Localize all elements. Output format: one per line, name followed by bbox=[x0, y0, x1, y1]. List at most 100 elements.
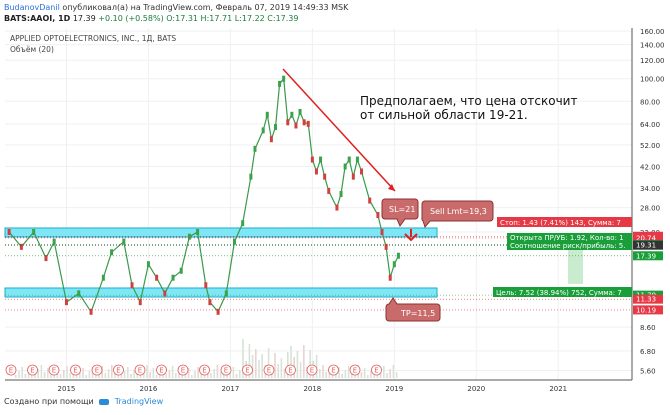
volume-bar bbox=[43, 372, 46, 378]
volume-bar bbox=[139, 373, 142, 378]
candle bbox=[224, 290, 228, 297]
candle bbox=[171, 274, 175, 281]
volume-bar bbox=[255, 349, 257, 378]
candle bbox=[339, 191, 343, 198]
volume-bar bbox=[130, 374, 132, 378]
earnings-marker: E bbox=[371, 364, 382, 376]
volume-bar bbox=[107, 369, 110, 378]
volume-bar bbox=[21, 367, 23, 378]
earnings-marker: E bbox=[156, 364, 167, 376]
chart-title: APPLIED OPTOELECTRONICS, INC., 1Д, BATS bbox=[10, 34, 176, 43]
volume-bar bbox=[392, 365, 395, 378]
candle bbox=[130, 282, 134, 289]
volume-bar bbox=[386, 373, 388, 378]
volume-bar bbox=[360, 372, 363, 378]
tradingview-link[interactable]: TradingView bbox=[114, 397, 164, 406]
volume-bar bbox=[152, 368, 155, 378]
candle bbox=[294, 122, 298, 129]
sl-callout[interactable]: SL=21 bbox=[381, 198, 419, 228]
volume-bar bbox=[171, 366, 174, 378]
volume-bar bbox=[191, 375, 193, 378]
volume-bar bbox=[88, 371, 91, 378]
price-tag: 20.74 bbox=[633, 233, 663, 243]
candle bbox=[310, 156, 314, 163]
sell-callout[interactable]: Sell Lmt=19,3 bbox=[421, 200, 494, 229]
price-tag-label: 19.31 bbox=[636, 242, 656, 250]
candle bbox=[232, 238, 236, 245]
trend-arrow[interactable] bbox=[282, 68, 396, 192]
candle bbox=[278, 80, 282, 87]
volume-bar bbox=[344, 370, 347, 378]
volume-bar bbox=[290, 346, 292, 378]
resistance-zone[interactable] bbox=[4, 227, 438, 238]
volume-bar bbox=[37, 369, 39, 378]
tp-callout[interactable]: TP=11,5 bbox=[385, 297, 441, 322]
volume-bar bbox=[18, 371, 20, 378]
y-tick-label: 8.60 bbox=[640, 324, 656, 332]
x-tick-label: 2017 bbox=[221, 385, 239, 393]
candle bbox=[253, 145, 257, 152]
candle bbox=[163, 290, 167, 297]
footer-text: Создано при помощи bbox=[4, 397, 94, 406]
y-tick-label: 6.80 bbox=[640, 348, 656, 356]
stop-text: Стоп: 1.43 (7.41%) 143, Сумма: 7 bbox=[500, 219, 621, 227]
y-tick-label: 28.00 bbox=[640, 205, 660, 213]
volume-bar bbox=[168, 370, 171, 378]
volume-bar bbox=[322, 365, 324, 378]
price-tag-bg bbox=[633, 294, 663, 304]
earnings-circle bbox=[328, 364, 339, 376]
volume-bar bbox=[267, 348, 270, 378]
volume-bar bbox=[280, 358, 283, 378]
annotation-line-1: Предполагаем, что цена отскочит bbox=[360, 94, 577, 108]
earnings-marker: E bbox=[48, 364, 60, 376]
volume-bar bbox=[184, 372, 187, 378]
candle bbox=[384, 243, 388, 250]
open-text-2: Соотношение риск/прибыль: 5. bbox=[510, 242, 625, 250]
volume-bar bbox=[319, 369, 321, 378]
price-tag-bg bbox=[633, 251, 663, 261]
x-axis: 2015 2016 2017 2018 2019 2020 2021 bbox=[5, 379, 632, 393]
earnings-circle bbox=[177, 364, 189, 376]
candle bbox=[298, 108, 302, 115]
y-tick-label: 120.00 bbox=[640, 57, 665, 65]
volume-bar bbox=[395, 372, 398, 378]
x-tick-label: 2015 bbox=[58, 385, 76, 393]
price-tag: 17.39 bbox=[633, 251, 663, 261]
volume-bar bbox=[133, 370, 135, 378]
open-text-1: Открыта ПР/УБ: 1.92, Кол-во: 1 bbox=[510, 234, 624, 242]
support-zone[interactable] bbox=[4, 287, 438, 298]
earnings-marker: E bbox=[306, 364, 318, 376]
earnings-marker: E bbox=[263, 364, 275, 376]
volume-bar bbox=[219, 372, 222, 378]
volume-bar bbox=[79, 372, 81, 378]
volume-bar bbox=[325, 372, 327, 378]
candle bbox=[323, 173, 327, 180]
volume-bar bbox=[197, 367, 199, 378]
earnings-marker: E bbox=[328, 364, 339, 376]
earnings-letter: E bbox=[52, 367, 56, 375]
candle bbox=[249, 173, 253, 180]
volume-bar bbox=[363, 368, 366, 378]
volume-bar bbox=[389, 369, 391, 378]
candle bbox=[380, 228, 384, 235]
target-area bbox=[568, 242, 583, 284]
y-axis: 160.00 140.00 120.00 100.00 80.00 64.00 52.00 4… bbox=[631, 28, 665, 380]
earnings-circle bbox=[48, 364, 60, 376]
candle bbox=[89, 308, 93, 315]
earnings-circle bbox=[263, 364, 275, 376]
sl-label: SL=21 bbox=[389, 205, 415, 214]
volume-bar bbox=[235, 374, 238, 378]
author-link[interactable]: BudanovDanil bbox=[4, 3, 60, 12]
candle bbox=[196, 228, 200, 235]
volume-bar bbox=[101, 366, 103, 378]
price-tag-bg bbox=[633, 240, 663, 250]
candle bbox=[314, 168, 318, 175]
volume-bar bbox=[95, 374, 97, 378]
earnings-circle bbox=[199, 364, 210, 376]
symbol: BATS:AAOI, 1D bbox=[4, 14, 71, 23]
volume-bar bbox=[34, 373, 36, 378]
volume-bar bbox=[155, 375, 158, 378]
volume-bar bbox=[258, 360, 260, 378]
candle bbox=[261, 127, 265, 134]
